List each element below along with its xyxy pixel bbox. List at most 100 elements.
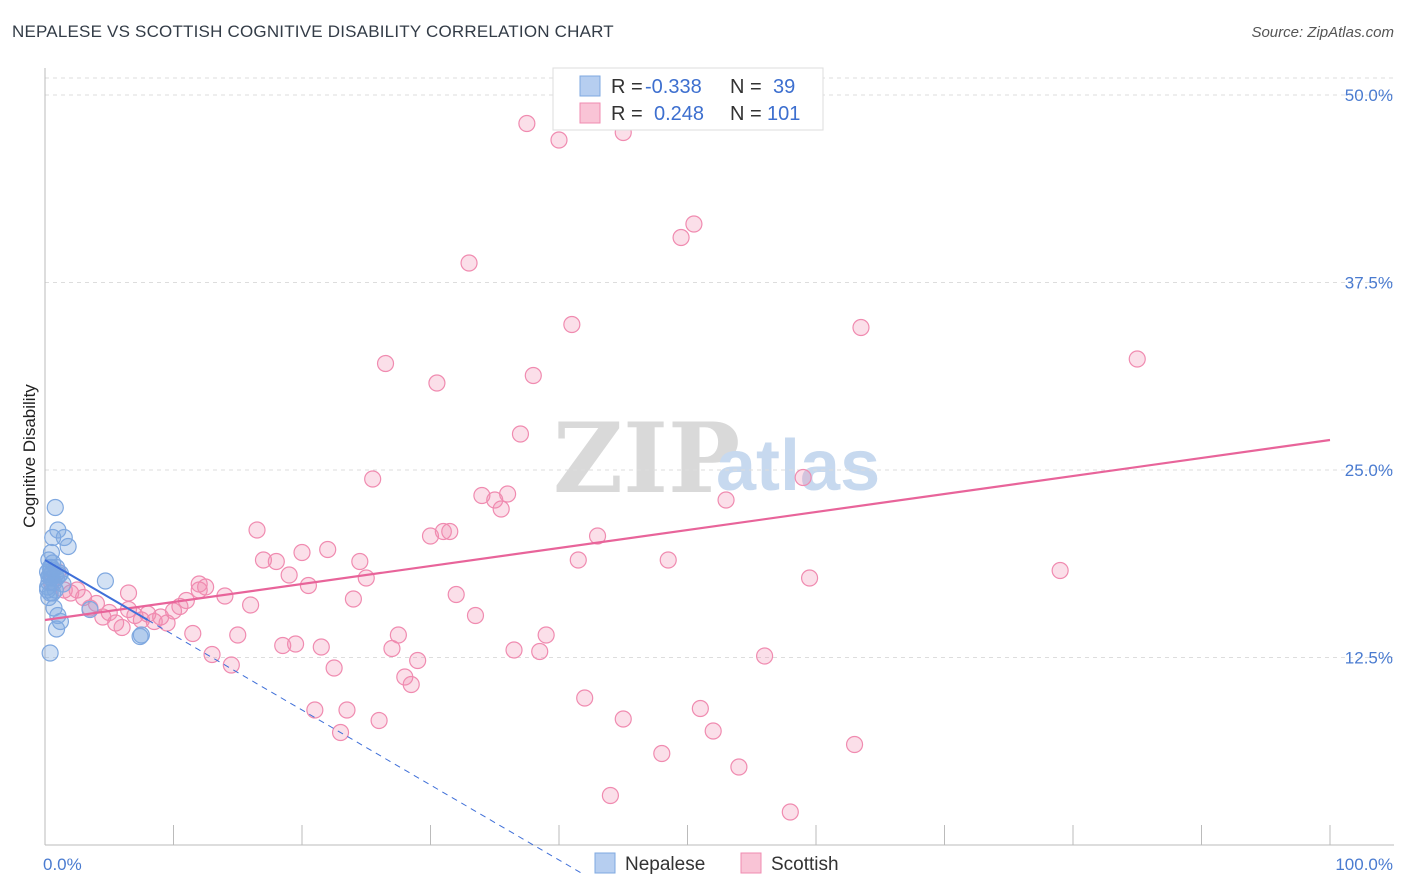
y-tick-label: 37.5% (1345, 274, 1393, 293)
nepalese-point (41, 644, 59, 662)
scottish-point (364, 470, 382, 488)
scottish-point (190, 581, 208, 599)
scottish-point (614, 710, 632, 728)
scottish-point (460, 254, 478, 272)
series-legend: Nepalese Scottish (594, 852, 839, 875)
scottish-point (389, 626, 407, 644)
legend-r-value-scottish: 0.248 (654, 103, 704, 125)
scottish-point (685, 215, 703, 233)
nepalese-point (49, 521, 67, 539)
scottish-point (466, 606, 485, 625)
scottish-point (588, 527, 607, 545)
y-tick-label: 12.5% (1345, 649, 1393, 668)
bottom-legend-swatch-nepalese (594, 852, 616, 874)
scottish-point (659, 551, 677, 569)
scottish-point (286, 635, 305, 653)
scottish-point (299, 576, 318, 595)
scottish-point (691, 699, 709, 718)
legend-swatch-nepalese (579, 75, 601, 97)
nepalese-trend-extension (147, 619, 585, 876)
scottish-point (730, 758, 748, 776)
scottish-point (357, 569, 375, 587)
legend-swatch-scottish (579, 102, 601, 124)
bottom-legend-swatch-scottish (740, 852, 762, 874)
nepalese-point (46, 498, 64, 517)
scottish-point (113, 618, 131, 637)
scottish-point (499, 485, 517, 503)
legend-r-label-nepalese: R = (611, 76, 643, 98)
chart-title: NEPALESE VS SCOTTISH COGNITIVE DISABILIT… (12, 22, 614, 41)
scottish-point (254, 551, 273, 569)
nepalese-trend-line (44, 559, 149, 621)
scottish-point (370, 711, 388, 730)
stats-legend: R = -0.338 N = 39 R = 0.248 N = 101 (552, 67, 824, 131)
legend-n-label-nepalese: N = (730, 76, 762, 98)
y-tick-label: 50.0% (1345, 86, 1393, 105)
nepalese-point (131, 627, 149, 646)
nepalese-point (41, 584, 59, 602)
scottish-point (229, 626, 247, 644)
scottish-point (203, 645, 221, 664)
scottish-point (447, 585, 465, 604)
scottish-point (409, 651, 427, 670)
source-label: Source: ZipAtlas.com (1251, 24, 1394, 41)
scottish-point (505, 641, 523, 659)
scottish-point (569, 551, 587, 569)
scottish-point (338, 701, 356, 719)
scottish-point (344, 590, 362, 608)
watermark-zip: ZIP (553, 402, 740, 515)
scottish-point (704, 722, 722, 740)
scottish-point (531, 642, 549, 661)
scottish-point (852, 318, 870, 337)
scottish-point (402, 675, 420, 694)
scottish-point (653, 744, 671, 763)
scottish-point (421, 527, 440, 545)
scottish-point (800, 569, 819, 587)
trend-lines (44, 438, 1331, 876)
scottish-point (434, 522, 452, 541)
y-tick-label: 25.0% (1345, 461, 1393, 480)
nepalese-points (38, 498, 150, 662)
scottish-point (312, 638, 330, 656)
scottish-point (576, 689, 594, 707)
scottish-point (845, 735, 864, 754)
nepalese-point (49, 606, 67, 625)
x-tick-label: 0.0% (43, 855, 82, 874)
legend-n-value-nepalese: 39 (773, 76, 795, 98)
scottish-point (563, 315, 581, 334)
scottish-point (518, 114, 536, 133)
scottish-point (441, 522, 459, 541)
scottish-point (242, 596, 260, 614)
axes (44, 68, 1394, 846)
scottish-point (755, 647, 774, 665)
nepalese-point (96, 572, 114, 590)
scottish-point (524, 366, 542, 385)
scottish-point (511, 425, 530, 443)
scottish-point (492, 500, 510, 518)
scottish-point (267, 552, 285, 571)
scottish-point (319, 540, 337, 559)
scottish-point (781, 803, 799, 821)
scottish-point (537, 626, 555, 644)
watermark-atlas: atlas (716, 426, 880, 506)
scottish-point (325, 659, 343, 677)
scottish-point (672, 228, 690, 247)
scottish-point (1051, 561, 1069, 580)
scottish-point (119, 584, 138, 602)
scottish-point (428, 374, 446, 392)
scottish-point (794, 468, 812, 487)
y-tick-labels: 12.5% 25.0% 37.5% 50.0% (1345, 86, 1393, 668)
legend-n-value-scottish: 101 (767, 103, 800, 125)
scottish-trend-line (44, 438, 1331, 622)
scottish-point (351, 552, 369, 571)
scottish-point (274, 636, 292, 655)
scottish-point (248, 521, 266, 539)
legend-r-value-nepalese: -0.338 (645, 76, 702, 98)
x-ticks (44, 825, 1331, 845)
bottom-legend-label-nepalese: Nepalese (625, 854, 705, 875)
nepalese-point (47, 569, 66, 587)
x-tick-labels: 0.0% 100.0% (43, 855, 1393, 874)
scottish-point (1128, 350, 1146, 368)
scottish-point (293, 543, 311, 562)
